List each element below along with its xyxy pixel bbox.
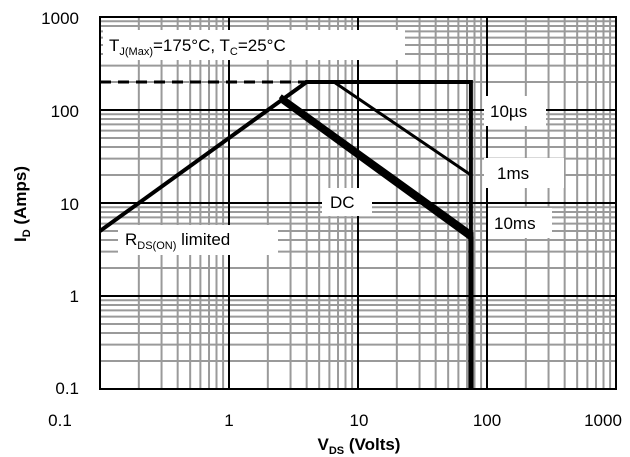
label-10us-text: 10µs — [490, 102, 527, 121]
dc-10ms-band — [280, 96, 471, 239]
x-axis-title-sub: DS — [329, 445, 344, 457]
conditions-tc-sub: C — [230, 46, 238, 58]
label-dc: DC — [330, 193, 355, 212]
annotation-layer: TJ(Max)=175°C, TC=25°C 10µs 1ms 10ms DC RDS(O… — [103, 30, 564, 255]
curve-1ms — [333, 80, 473, 389]
curve-dc — [281, 98, 474, 389]
y-axis-title-main: I — [11, 237, 30, 242]
y-tick-label: 1 — [70, 287, 79, 306]
y-tick-label: 0.1 — [55, 379, 79, 398]
series-layer — [98, 80, 474, 389]
label-1ms-box — [484, 158, 564, 188]
x-tick-label: 10 — [350, 411, 369, 430]
label-10ms-box — [488, 208, 552, 238]
label-1ms-text: 1ms — [497, 164, 529, 183]
label-rds-main: R — [125, 230, 137, 249]
rds-on-limit-line — [98, 80, 308, 233]
label-10us: 10µs — [490, 102, 527, 121]
x-tick-label: 100 — [473, 411, 501, 430]
x-axis-title: VDS (Volts) — [318, 435, 401, 457]
conditions-tc-rest: =25°C — [238, 36, 286, 55]
y-tick-labels: 0.1 1 10 100 1000 — [41, 9, 79, 398]
label-10ms-text: 10ms — [494, 214, 536, 233]
label-rds-rest: limited — [176, 230, 230, 249]
conditions-label-box — [103, 30, 405, 60]
x-tick-label: 1000 — [584, 411, 622, 430]
label-rds-sub: DS(ON) — [137, 240, 176, 252]
y-tick-label: 100 — [51, 102, 79, 121]
label-1ms: 1ms — [497, 164, 529, 183]
x-axis-title-main: V — [318, 435, 330, 454]
label-dc-text: DC — [330, 193, 355, 212]
y-axis-title: ID (Amps) — [11, 166, 33, 242]
y-axis-title-sub: D — [21, 229, 33, 237]
label-10ms: 10ms — [494, 214, 536, 233]
conditions-label: TJ(Max)=175°C, TC=25°C — [109, 36, 286, 58]
label-rds: RDS(ON) limited — [125, 230, 230, 252]
plot-frame — [99, 16, 617, 390]
label-dc-box — [322, 188, 372, 216]
label-10us-box — [484, 96, 546, 126]
conditions-tj-sub: J(Max) — [119, 46, 153, 58]
y-tick-label: 10 — [60, 195, 79, 214]
conditions-tj: T — [109, 36, 119, 55]
x-tick-label: 0.1 — [48, 411, 72, 430]
conditions-tj-rest: =175°C, T — [153, 36, 230, 55]
x-tick-label: 1 — [224, 411, 233, 430]
label-rds-box — [118, 225, 278, 255]
x-tick-labels: 0.1 1 10 100 1000 — [48, 411, 622, 430]
x-axis-title-rest: (Volts) — [344, 435, 400, 454]
y-tick-label: 1000 — [41, 9, 79, 28]
y-axis-title-rest: (Amps) — [11, 166, 30, 229]
